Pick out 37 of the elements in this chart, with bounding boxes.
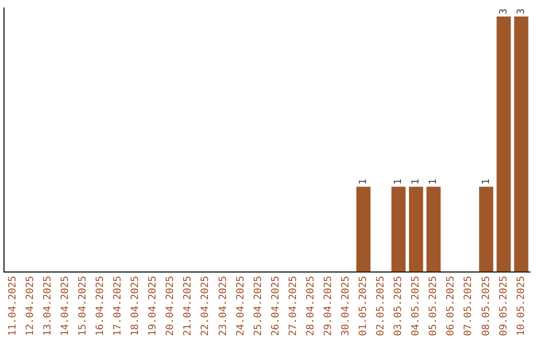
x-tick-label: 12.04.2025 [24,276,36,336]
x-tick-label: 23.04.2025 [218,276,229,336]
x-tick-label: 26.04.2025 [270,276,282,336]
x-tick-label: 14.04.2025 [60,276,71,336]
x-tick-label: 11.04.2025 [7,276,18,336]
x-tick-label: 06.05.2025 [446,276,457,336]
x-tick-label: 09.05.2025 [498,276,510,336]
x-tick-label: 17.04.2025 [112,276,124,336]
x-tick-label: 08.05.2025 [480,276,492,336]
x-tick-label: 03.05.2025 [393,276,404,336]
x-tick-label: 15.04.2025 [77,276,88,336]
data-label: 1 [358,178,370,185]
x-tick-label: 13.04.2025 [42,276,54,336]
x-tick-label: 28.04.2025 [305,276,316,336]
x-tick-label: 20.04.2025 [165,276,176,336]
x-tick-label: 10.05.2025 [516,276,527,336]
x-tick-label: 27.04.2025 [288,276,299,336]
x-tick-label: 25.04.2025 [252,276,264,336]
x-tick-label: 19.04.2025 [148,276,159,336]
data-label: 1 [428,178,440,185]
x-tick-label: 02.05.2025 [376,276,387,336]
data-label: 3 [516,8,527,15]
x-tick-label: 07.05.2025 [463,276,474,336]
x-tick-label: 04.05.2025 [410,276,422,336]
data-label: 3 [498,8,510,15]
x-tick-label: 30.04.2025 [340,276,352,336]
x-tick-label: 16.04.2025 [95,276,106,336]
x-tick-label: 21.04.2025 [182,276,194,336]
data-label: 1 [393,178,404,185]
x-tick-label: 22.04.2025 [200,276,212,336]
data-label: 1 [410,178,422,185]
x-tick-label: 05.05.2025 [428,276,440,336]
data-label: 1 [480,178,492,185]
x-tick-label: 29.04.2025 [322,276,334,336]
x-tick-label: 18.04.2025 [130,276,142,336]
x-tick-label: 01.05.2025 [358,276,370,336]
x-tick-label: 24.04.2025 [235,276,246,336]
